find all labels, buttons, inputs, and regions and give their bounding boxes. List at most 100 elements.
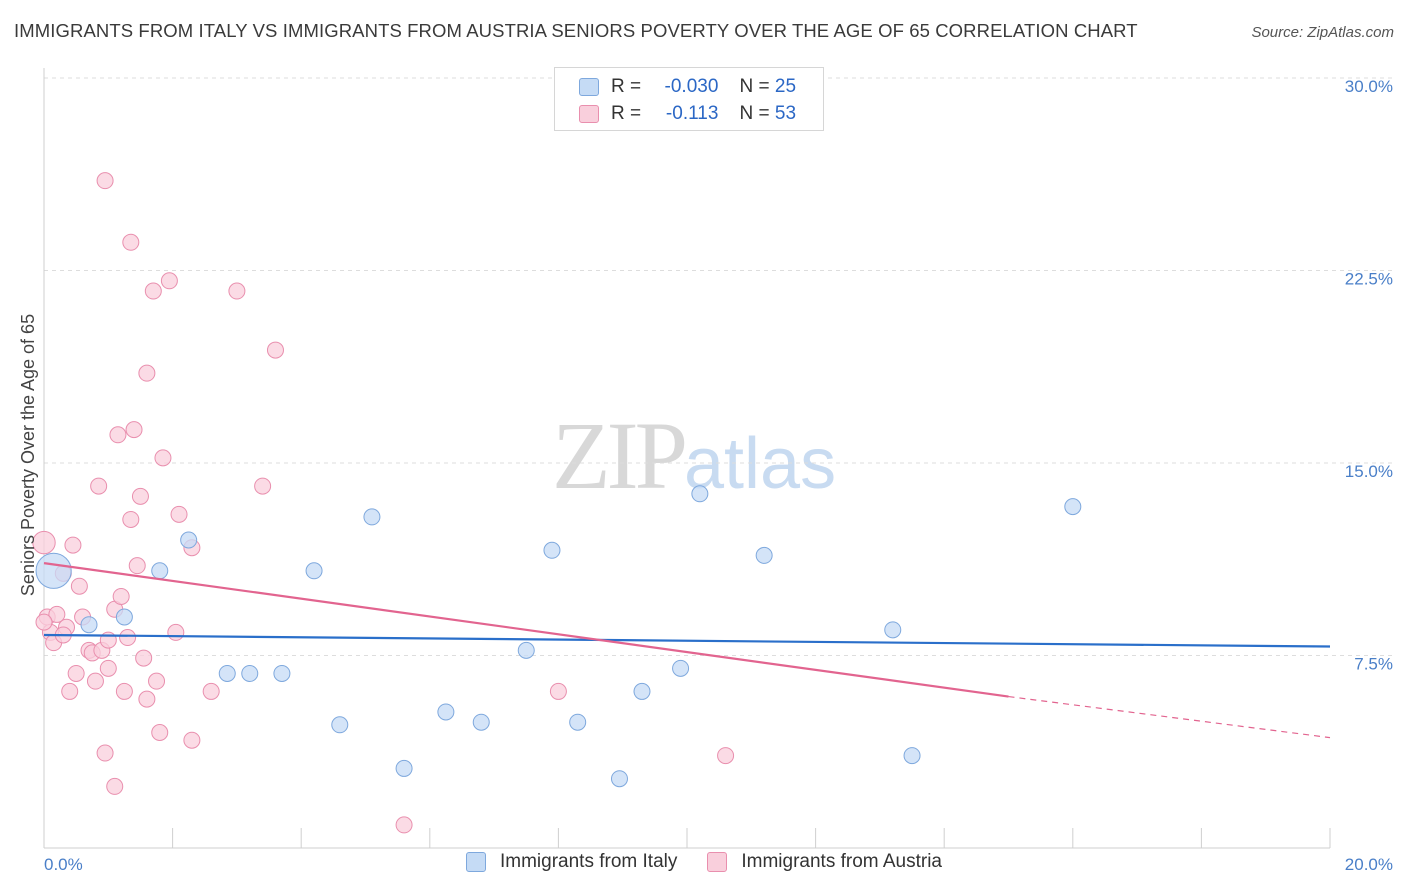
italy-point: [395, 759, 413, 777]
x-tick-label: 20.0%: [1345, 855, 1393, 874]
austria-point: [128, 557, 146, 575]
legend-swatch-italy: [579, 78, 599, 96]
italy-point: [569, 713, 587, 731]
italy-point: [363, 508, 381, 526]
italy-point: [241, 664, 259, 682]
italy-point: [691, 485, 709, 503]
legend-italy-r-label: R =: [611, 76, 642, 97]
austria-point: [61, 682, 79, 700]
legend-austria-r-label: R =: [611, 103, 642, 124]
italy-point: [305, 562, 323, 580]
legend-austria-n-value: 53: [774, 103, 797, 124]
italy-point: [80, 616, 98, 634]
y-tick-label: 22.5%: [1345, 270, 1393, 289]
series-legend-swatch-italy: [466, 852, 486, 872]
austria-point: [35, 613, 53, 631]
italy-point: [517, 641, 535, 659]
italy-point: [884, 621, 902, 639]
italy-point: [543, 541, 561, 559]
austria-point: [138, 690, 156, 708]
italy-point: [180, 531, 198, 549]
legend-austria-r-value: -0.113: [665, 103, 719, 124]
austria-point: [32, 530, 56, 555]
austria-point: [67, 664, 85, 682]
y-tick-label: 15.0%: [1345, 462, 1393, 481]
austria-point: [228, 282, 246, 300]
austria-point: [170, 505, 188, 523]
series-legend: Immigrants from Italy Immigrants from Au…: [466, 851, 972, 873]
austria-point: [151, 724, 169, 741]
stats-legend: R = -0.030 N = 25 R = -0.113 N = 53: [554, 67, 824, 131]
legend-row-austria: R = -0.113 N = 53: [579, 101, 796, 127]
austria-point: [138, 364, 156, 382]
austria-trend-extension: [1008, 695, 1331, 739]
austria-point: [131, 487, 149, 505]
austria-point: [106, 777, 124, 795]
austria-point: [109, 426, 127, 444]
austria-trend-line: [43, 562, 1009, 698]
austria-point: [148, 672, 166, 690]
austria-point: [115, 682, 133, 700]
series-legend-label-italy: Immigrants from Italy: [500, 851, 678, 872]
italy-point: [35, 552, 72, 589]
y-axis-title: Seniors Poverty Over the Age of 65: [18, 314, 38, 596]
source-label: Source: ZipAtlas.com: [1251, 24, 1394, 41]
chart-title: IMMIGRANTS FROM ITALY VS IMMIGRANTS FROM…: [14, 20, 1138, 41]
legend-row-italy: R = -0.030 N = 25: [579, 74, 796, 100]
austria-point: [86, 672, 104, 690]
grid-lines: [44, 77, 1392, 656]
austria-point: [154, 449, 172, 467]
austria-point: [119, 629, 137, 647]
italy-point: [633, 682, 651, 700]
austria-point: [112, 587, 130, 605]
italy-point: [1064, 498, 1082, 516]
austria-point: [48, 605, 66, 623]
austria-point: [125, 421, 143, 439]
austria-point: [202, 682, 220, 700]
austria-point: [122, 510, 140, 528]
axes: [43, 68, 1331, 849]
series-legend-label-austria: Immigrants from Austria: [741, 851, 942, 872]
italy-point: [151, 562, 169, 580]
italy-point: [903, 747, 921, 765]
italy-point: [218, 664, 236, 682]
trend-lines: [43, 562, 1331, 739]
x-tick-label: 0.0%: [44, 855, 83, 874]
italy-point: [331, 716, 349, 734]
legend-swatch-austria: [579, 105, 599, 123]
series-italy-points: [35, 485, 1082, 788]
austria-point: [167, 623, 185, 641]
austria-point: [70, 577, 88, 595]
series-austria-points: [32, 172, 735, 834]
austria-point: [135, 649, 153, 667]
austria-point: [717, 747, 735, 765]
legend-italy-n-label: N =: [739, 76, 770, 97]
series-legend-italy[interactable]: Immigrants from Italy: [466, 851, 677, 873]
austria-point: [549, 682, 567, 700]
austria-point: [122, 233, 140, 251]
austria-point: [144, 282, 162, 300]
italy-trend-line: [43, 633, 1331, 648]
italy-point: [273, 664, 291, 682]
italy-point: [437, 703, 455, 721]
legend-italy-n-value: 25: [774, 76, 797, 97]
series-legend-austria[interactable]: Immigrants from Austria: [707, 851, 942, 873]
italy-point: [610, 770, 628, 788]
tick-labels: 7.5% 15.0% 22.5% 30.0% 0.0% 20.0%: [44, 77, 1393, 874]
italy-point: [472, 713, 490, 731]
austria-point: [266, 341, 284, 359]
italy-point: [755, 546, 773, 564]
austria-point: [64, 536, 82, 554]
legend-austria-n-label: N =: [739, 103, 770, 124]
austria-point: [395, 816, 413, 834]
legend-italy-r-value: -0.030: [664, 76, 719, 97]
austria-point: [90, 477, 108, 495]
y-tick-label: 7.5%: [1354, 655, 1393, 674]
austria-point: [160, 272, 178, 290]
italy-point: [115, 608, 133, 626]
series-legend-swatch-austria: [707, 852, 728, 872]
austria-point: [96, 744, 114, 762]
italy-point: [672, 659, 690, 677]
austria-point: [96, 172, 114, 190]
